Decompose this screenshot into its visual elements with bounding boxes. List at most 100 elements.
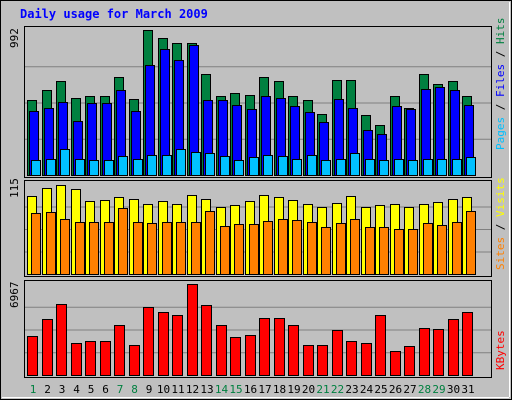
sites-bar-day-21 — [321, 227, 331, 275]
sites-bar-day-8 — [133, 222, 143, 275]
pages-bar-day-4 — [75, 159, 85, 176]
day-label-25: 25 — [374, 383, 387, 396]
kbytes-bar-day-15 — [230, 337, 241, 376]
day-label-8: 8 — [131, 383, 138, 396]
day-label-4: 4 — [73, 383, 80, 396]
pages-bar-day-27 — [408, 160, 418, 176]
sites-bar-day-30 — [452, 222, 462, 275]
kbytes-bar-day-21 — [317, 345, 328, 376]
kbytes-bar-day-27 — [404, 346, 415, 376]
pages-bar-day-26 — [394, 159, 404, 176]
sites-bar-day-24 — [365, 227, 375, 275]
day-label-16: 16 — [244, 383, 257, 396]
kbytes-bar-day-7 — [114, 325, 125, 376]
kbytes-bar-day-11 — [172, 315, 183, 376]
pages-bar-day-2 — [46, 159, 56, 176]
day-label-11: 11 — [171, 383, 184, 396]
sites-bar-day-17 — [263, 221, 273, 275]
pages-bar-day-23 — [350, 153, 360, 176]
sites-bar-day-22 — [336, 223, 346, 275]
sites-bar-day-15 — [234, 224, 244, 275]
kbytes-bar-day-5 — [85, 341, 96, 376]
day-label-9: 9 — [146, 383, 153, 396]
kbytes-bar-day-1 — [27, 336, 38, 376]
pages-bar-day-6 — [104, 160, 114, 176]
day-label-12: 12 — [186, 383, 199, 396]
kbytes-bar-day-19 — [288, 325, 299, 376]
sites-bar-day-7 — [118, 208, 128, 275]
day-label-29: 29 — [432, 383, 445, 396]
sites-bar-day-16 — [249, 224, 259, 275]
kbytes-bar-day-13 — [201, 305, 212, 376]
sites-bar-day-12 — [191, 222, 201, 275]
kbytes-bar-day-8 — [129, 345, 140, 376]
day-label-15: 15 — [229, 383, 242, 396]
sites-bar-day-19 — [292, 220, 302, 275]
day-label-26: 26 — [389, 383, 402, 396]
sites-bar-day-13 — [205, 211, 215, 275]
sites-bar-day-25 — [379, 227, 389, 275]
kbytes-bar-day-20 — [303, 345, 314, 376]
hits-panel-vertical-legend: Pages / Files / Hits — [494, 18, 507, 151]
sites-bar-day-5 — [89, 222, 99, 275]
pages-bar-day-11 — [176, 149, 186, 176]
pages-bar-day-10 — [162, 155, 172, 176]
sites-bar-day-3 — [60, 219, 70, 275]
day-label-18: 18 — [273, 383, 286, 396]
day-label-3: 3 — [59, 383, 66, 396]
sites-bar-day-20 — [307, 222, 317, 275]
kbytes-bar-day-30 — [448, 319, 459, 376]
hits-panel-ymax-label: 992 — [8, 28, 21, 48]
chart-title: Daily usage for March 2009 — [20, 7, 208, 21]
day-label-27: 27 — [403, 383, 416, 396]
kbytes-bar-day-3 — [56, 304, 67, 376]
day-label-6: 6 — [102, 383, 109, 396]
sites-bar-day-6 — [104, 222, 114, 275]
sites-bar-day-23 — [350, 219, 360, 275]
sites-bar-day-2 — [46, 212, 56, 275]
pages-bar-day-8 — [133, 159, 143, 176]
kbytes-bar-day-18 — [274, 318, 285, 376]
kbytes-panel-ymax-label: 6967 — [8, 282, 21, 309]
day-label-10: 10 — [157, 383, 170, 396]
pages-bar-day-5 — [89, 160, 99, 176]
day-label-31: 31 — [461, 383, 474, 396]
pages-bar-day-7 — [118, 156, 128, 176]
kbytes-bar-day-12 — [187, 284, 198, 376]
day-label-28: 28 — [418, 383, 431, 396]
sites-bar-day-10 — [162, 222, 172, 275]
day-label-21: 21 — [316, 383, 329, 396]
pages-bar-day-21 — [321, 160, 331, 176]
kbytes-bar-day-16 — [245, 335, 256, 376]
kbytes-bar-day-23 — [346, 341, 357, 376]
kbytes-bar-day-6 — [100, 341, 111, 376]
pages-bar-day-24 — [365, 159, 375, 176]
kbytes-panel — [24, 280, 492, 378]
day-label-13: 13 — [200, 383, 213, 396]
day-label-7: 7 — [117, 383, 124, 396]
kbytes-bar-day-31 — [462, 312, 473, 376]
day-label-17: 17 — [258, 383, 271, 396]
x-axis-day-labels: 1 2 3 4 5 6 7 8 9 10 11 12 13 14 15 16 17 18 19 20 21 22 23 24 2… — [30, 383, 475, 396]
sites-bar-day-11 — [176, 222, 186, 275]
pages-bar-day-9 — [147, 155, 157, 176]
visits-sites-panel — [24, 180, 492, 277]
pages-bar-day-17 — [263, 155, 273, 176]
sites-bar-day-27 — [408, 229, 418, 275]
pages-bar-day-16 — [249, 157, 259, 176]
kbytes-bar-day-25 — [375, 315, 386, 376]
day-label-24: 24 — [360, 383, 374, 396]
day-label-19: 19 — [287, 383, 300, 396]
pages-bar-day-29 — [437, 159, 447, 176]
pages-bar-day-22 — [336, 159, 346, 176]
kbytes-bar-day-17 — [259, 318, 270, 376]
pages-bar-day-18 — [278, 156, 288, 176]
pages-bar-day-14 — [220, 156, 230, 176]
kbytes-bar-day-29 — [433, 329, 444, 376]
day-label-30: 30 — [447, 383, 460, 396]
sites-bar-day-9 — [147, 223, 157, 275]
day-label-20: 20 — [302, 383, 315, 396]
kbytes-bar-day-22 — [332, 330, 343, 376]
kbytes-bar-day-26 — [390, 351, 401, 376]
